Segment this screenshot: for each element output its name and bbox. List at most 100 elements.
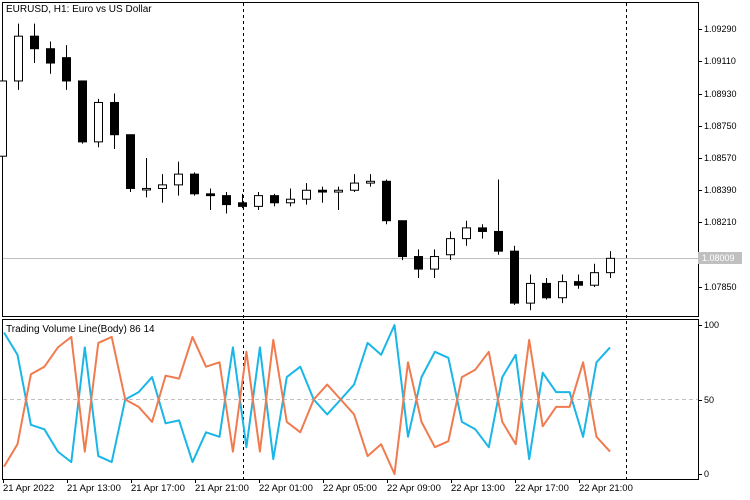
candle: [206, 188, 215, 210]
x-axis-label: 21 Apr 13:00: [67, 483, 121, 494]
bear-candle-body: [30, 35, 39, 50]
bull-candle-body: [302, 189, 311, 200]
candle: [414, 249, 423, 279]
candle: [462, 220, 471, 246]
candle: [0, 72, 7, 162]
bear-candle-body: [222, 195, 231, 206]
bull-candle-body: [0, 80, 7, 157]
bull-candle-body: [254, 195, 263, 207]
candles: [0, 23, 615, 311]
bull-candle-body: [174, 173, 183, 186]
candle: [542, 278, 551, 300]
bear-candle-body: [478, 227, 487, 232]
bear-candle-body: [190, 173, 199, 195]
bear-candle-body: [126, 134, 135, 189]
candle: [270, 193, 279, 207]
candle: [158, 174, 167, 203]
candle: [222, 192, 231, 214]
indicator-y-label: 100: [704, 320, 720, 330]
candle: [382, 179, 391, 225]
x-axis-label: 22 Apr 01:00: [259, 483, 313, 494]
x-axis-label: 22 Apr 17:00: [515, 483, 569, 494]
candle: [30, 23, 39, 64]
bear-candle-body: [414, 256, 423, 270]
bull-candle-body: [430, 256, 439, 270]
candle: [110, 93, 119, 150]
bear-candle-body: [398, 220, 407, 258]
indicator-lines: [3, 324, 611, 475]
candle: [510, 245, 519, 305]
x-axis-label: 22 Apr 13:00: [451, 483, 505, 494]
candle: [302, 183, 311, 205]
y-axis-label: 1.09110: [704, 56, 736, 66]
current-price-tag: 1.08009: [698, 252, 742, 264]
candle: [398, 220, 407, 261]
candle: [14, 23, 23, 90]
bull-candle-body: [590, 272, 599, 286]
bear-candle-body: [62, 57, 71, 82]
indicator-y-label: 50: [704, 395, 715, 405]
bear-candle-body: [382, 180, 391, 222]
candle: [334, 186, 343, 210]
bear-candle-body: [270, 195, 279, 204]
indicator-frame: [2, 319, 699, 480]
bear-candle-body: [318, 189, 327, 193]
candle: [558, 274, 567, 304]
y-axis-label: 1.07850: [704, 282, 737, 292]
bear-candle-body: [78, 80, 87, 143]
candle: [574, 274, 583, 289]
y-axis-label: 1.08750: [704, 121, 737, 131]
x-axis-label: 22 Apr 05:00: [323, 483, 377, 494]
candle: [238, 193, 247, 209]
bear-candle-body: [238, 202, 247, 207]
bull-candle-body: [14, 35, 23, 82]
bull-candle-body: [558, 281, 567, 299]
candle: [142, 158, 151, 198]
bull-candle-body: [446, 238, 455, 256]
bear-candle-body: [542, 282, 551, 299]
indicator-y-ticks: [698, 325, 702, 475]
bull-candle-body: [158, 184, 167, 189]
x-axis-label: 21 Apr 2022: [3, 483, 55, 494]
bear-candle-body: [110, 101, 119, 136]
bull-candle-body: [606, 257, 615, 274]
bull-candle-body: [350, 182, 359, 191]
candle: [350, 174, 359, 193]
candle: [190, 172, 199, 196]
bear-candle-body: [510, 250, 519, 304]
candle: [526, 274, 535, 311]
candle: [494, 179, 503, 255]
bear-candle-body: [574, 281, 583, 286]
bear-candle-body: [46, 48, 55, 64]
bull-candle-body: [286, 198, 295, 204]
x-axis-label: 22 Apr 21:00: [579, 483, 633, 494]
candle: [126, 134, 135, 193]
bull-candle-body: [366, 180, 375, 184]
candle: [590, 263, 599, 287]
x-axis-label: 21 Apr 17:00: [131, 483, 185, 494]
candle: [46, 41, 55, 74]
y-axis-label: 1.08210: [704, 217, 737, 227]
y-axis-label: 1.08570: [704, 153, 737, 163]
candle: [78, 80, 87, 144]
y-axis-label: 1.08390: [704, 185, 737, 195]
indicator-title: Trading Volume Line(Body) 86 14: [6, 324, 155, 335]
bull-candle-body: [94, 101, 103, 143]
volume-line-up: [3, 324, 611, 464]
volume-line-down: [3, 335, 611, 475]
bear-candle-body: [494, 230, 503, 252]
bull-candle-body: [142, 187, 151, 191]
candle: [430, 249, 439, 279]
candle: [606, 251, 615, 279]
bull-candle-body: [334, 189, 343, 193]
candle: [478, 224, 487, 239]
x-axis-label: 21 Apr 21:00: [195, 483, 249, 494]
x-ticks: [3, 479, 580, 483]
x-axis-label: 22 Apr 09:00: [387, 483, 441, 494]
indicator-y-label: 0: [704, 469, 710, 479]
candle: [446, 231, 455, 261]
candle: [174, 161, 183, 196]
y-axis-label: 1.08930: [704, 89, 737, 99]
candle: [62, 45, 71, 90]
